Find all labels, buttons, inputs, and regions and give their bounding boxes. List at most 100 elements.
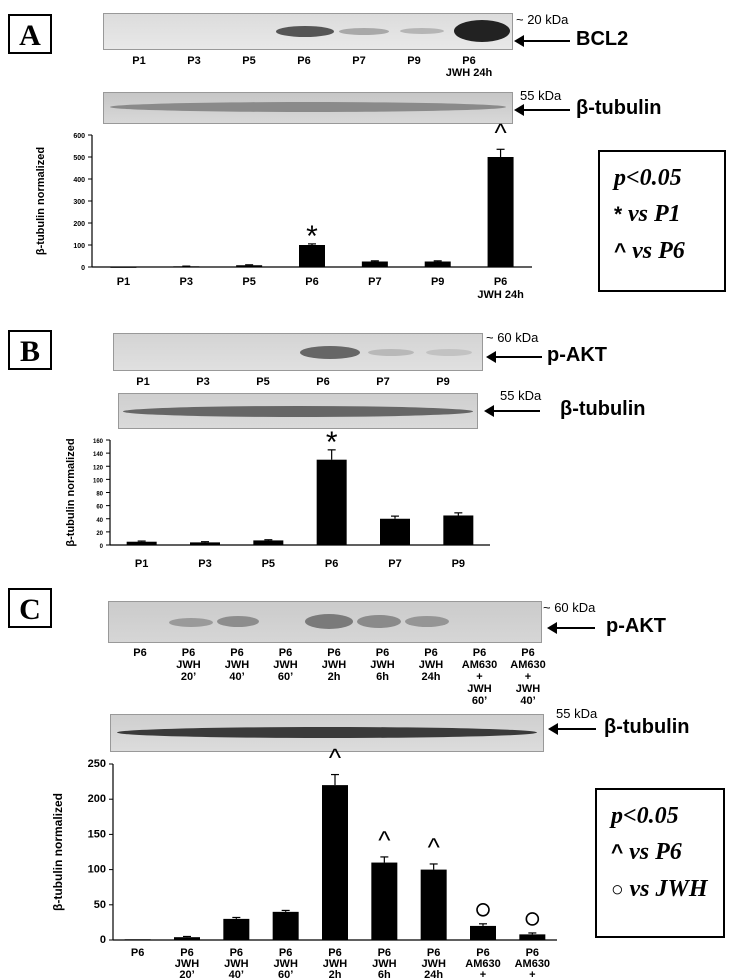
chart-b: 0 20 40 60 80 100 120 140 160 β-tubulin normalize… xyxy=(65,426,490,570)
band xyxy=(454,20,510,42)
y-tick-label: 150 xyxy=(88,828,106,840)
band xyxy=(426,349,472,356)
category-label: AM630 xyxy=(465,958,500,970)
protein-label: p-AKT xyxy=(547,344,607,366)
arrow-line xyxy=(522,40,570,42)
lane-label: P6 JWH 20’ xyxy=(176,647,201,683)
legend-a: p<0.05 * vs P1 ^ vs P6 xyxy=(598,150,726,292)
lane-label: P5 xyxy=(256,376,270,388)
bar xyxy=(322,785,348,940)
category-label: + xyxy=(529,969,535,979)
band xyxy=(300,346,360,359)
category-label: P1 xyxy=(135,558,148,570)
legend-c: p<0.05 ^ vs P6 ○ vs JWH xyxy=(595,788,725,938)
band xyxy=(405,616,449,627)
category-label: AM630 xyxy=(515,958,550,970)
tubulin-label: β-tubulin xyxy=(576,97,662,119)
lane-label: P5 xyxy=(242,55,256,67)
caret-icon: ^ xyxy=(611,841,624,864)
category-label: 24h xyxy=(424,969,443,979)
significance-mark: * xyxy=(326,426,338,459)
lane-label: P3 xyxy=(187,55,201,67)
arrow-line xyxy=(494,356,542,358)
blot-tubulin xyxy=(118,393,478,429)
arrow-icon xyxy=(484,405,494,417)
y-tick-label: 100 xyxy=(73,243,85,250)
blot-pakt-c xyxy=(108,601,542,643)
lane-label: P6 JWH 24h xyxy=(418,647,444,683)
band xyxy=(368,349,414,356)
bar xyxy=(272,911,299,940)
lane-label: P7 xyxy=(352,55,366,67)
category-label: JWH xyxy=(224,958,249,970)
kda-label: ~ 60 kDa xyxy=(543,600,596,615)
band xyxy=(357,615,401,628)
category-label: 20’ xyxy=(179,969,194,979)
y-tick-label: 200 xyxy=(73,221,85,228)
arrow-icon xyxy=(514,104,524,116)
y-tick-label: 400 xyxy=(73,177,85,184)
category-label: P7 xyxy=(388,558,401,570)
category-label: P6 xyxy=(427,947,440,959)
legend-pvalue: p<0.05 xyxy=(611,803,679,829)
y-axis-label: β-tubulin normalized xyxy=(65,438,77,546)
bar xyxy=(443,515,474,545)
tubulin-label: β-tubulin xyxy=(560,398,646,420)
category-label: P6 xyxy=(180,947,193,959)
category-label: P6 xyxy=(325,558,338,570)
category-label: P5 xyxy=(242,276,255,288)
bar xyxy=(190,542,220,545)
lane-label: P6 AM630 + JWH 60’ xyxy=(461,647,498,707)
bar xyxy=(361,261,388,267)
lane-label: P9 xyxy=(407,55,421,67)
bar xyxy=(174,937,200,940)
category-label: JWH xyxy=(421,958,446,970)
kda-label: 55 kDa xyxy=(500,388,542,403)
legend-row: * vs P1 xyxy=(614,201,681,227)
legend-pvalue: p<0.05 xyxy=(614,165,682,191)
panel-letter-a: A xyxy=(8,14,52,54)
protein-label: BCL2 xyxy=(576,28,629,50)
protein-label: p-AKT xyxy=(606,615,666,637)
bar xyxy=(173,266,200,268)
arrow-line xyxy=(492,410,540,412)
significance-mark: ^ xyxy=(329,748,342,773)
category-label: P6 xyxy=(279,947,292,959)
y-tick-label: 100 xyxy=(88,864,106,876)
bar xyxy=(316,459,347,545)
y-axis-label: β-tubulin normalized xyxy=(35,147,47,255)
significance-circle-mark xyxy=(476,903,490,917)
category-label: P5 xyxy=(262,558,275,570)
lane-label: P7 xyxy=(376,376,390,388)
significance-circle-mark xyxy=(525,912,540,926)
lane-label: P6 JWH 6h xyxy=(370,647,395,683)
arrow-line xyxy=(522,109,570,111)
category-label: P6 xyxy=(476,947,489,959)
asterisk-icon: * xyxy=(614,203,623,226)
significance-mark: ^ xyxy=(494,120,507,147)
band xyxy=(276,26,334,37)
category-label: P3 xyxy=(198,558,211,570)
band xyxy=(169,618,213,627)
y-tick-label: 0 xyxy=(100,934,106,946)
bar xyxy=(519,934,546,940)
category-label: P6 xyxy=(526,947,539,959)
category-label: P7 xyxy=(368,276,381,288)
significance-mark: ^ xyxy=(378,825,391,855)
category-label: JWH xyxy=(175,958,200,970)
y-tick-label: 40 xyxy=(96,518,103,524)
kda-label: ~ 60 kDa xyxy=(486,330,539,345)
panel-letter-c: C xyxy=(8,588,52,628)
category-label: 60’ xyxy=(278,969,293,979)
blot-bcl2 xyxy=(103,13,513,50)
category-label: P6 xyxy=(378,947,391,959)
bar xyxy=(223,918,250,940)
category-label: JWH 24h xyxy=(477,289,524,301)
band xyxy=(400,28,444,34)
bar xyxy=(487,157,514,267)
lane-label: P6 JWH 24h xyxy=(445,55,493,79)
y-tick-label: 50 xyxy=(94,899,106,911)
kda-label: 55 kDa xyxy=(520,88,562,103)
y-tick-label: 0 xyxy=(100,544,104,550)
